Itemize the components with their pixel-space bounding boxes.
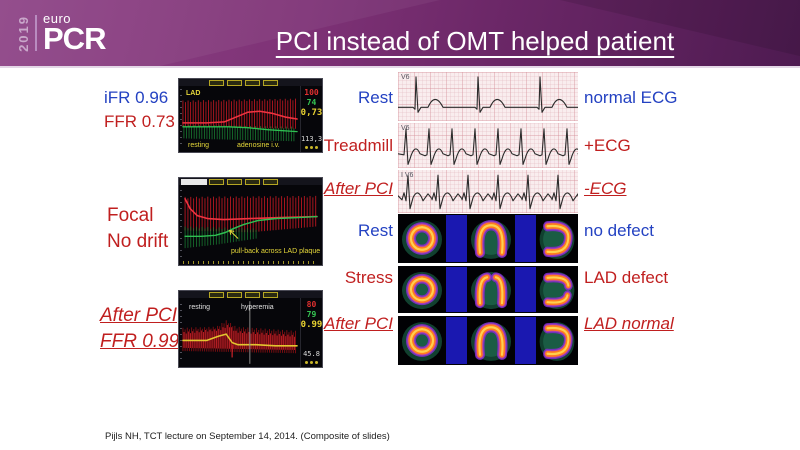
result-label-negative-ecg: -ECG — [584, 179, 627, 198]
spect-vertical-long-axis-image — [468, 317, 514, 364]
pressure-screenshot-pullback: pull-back across LAD plaque — [178, 177, 323, 266]
device-window-tab — [181, 179, 207, 185]
pressure-plot — [179, 185, 322, 259]
pressure-plot — [179, 86, 301, 152]
result-label-normal-ecg: normal ECG — [584, 88, 678, 107]
device-menu-button — [209, 178, 224, 185]
ecg-lead-label: V6 — [401, 125, 410, 132]
plot-tick-row — [183, 261, 318, 264]
spect-separator — [446, 317, 467, 364]
device-menu-button — [227, 291, 242, 298]
spect-separator — [515, 317, 536, 364]
device-menu-bar — [179, 79, 322, 86]
ecg-lead-label: V6 — [401, 74, 410, 81]
pressure-screenshot-post-pci: resting hyperemia 80 79 0.99 45.8 — [178, 290, 323, 368]
device-sidebar: 80 79 0.99 45.8 — [300, 298, 322, 367]
case3-labels: After PCI FFR 0.99 — [100, 303, 179, 355]
device-sidebar: 100 74 0,73 113,3 — [300, 86, 322, 152]
phase-label-hyperemia: hyperemia — [241, 304, 274, 311]
citation-footnote: Pijls NH, TCT lecture on September 14, 2… — [105, 431, 390, 442]
spect-vertical-long-axis-image — [468, 215, 514, 262]
spect-row-stress — [398, 266, 578, 313]
case2-labels: Focal No drift — [107, 203, 168, 255]
ecg-lead-label: I V6 — [401, 172, 414, 179]
no-drift-label: No drift — [107, 231, 169, 252]
plot-y-axis — [180, 301, 182, 359]
device-menu-button — [209, 79, 224, 86]
stage-label-rest-spect: Rest — [358, 221, 393, 240]
case1-labels: iFR 0.96 FFR 0.73 — [104, 86, 175, 134]
device-menu-bar — [179, 291, 322, 298]
spect-separator — [515, 267, 536, 312]
device-menu-button — [263, 79, 278, 86]
ecg-strip-after-pci: I V6 — [398, 170, 578, 213]
device-menu-button — [245, 291, 260, 298]
vessel-label: LAD — [186, 90, 201, 97]
phase-label-resting: resting — [188, 142, 210, 149]
logo-text: euro PCR — [43, 11, 106, 56]
device-menu-button — [245, 178, 260, 185]
logo-separator — [35, 15, 37, 51]
device-tool-icons — [305, 146, 318, 149]
plot-y-axis — [180, 188, 182, 257]
pd-value: 74 — [306, 98, 317, 107]
plot-y-axis — [180, 89, 182, 144]
ffr-value-label: FFR 0.73 — [104, 112, 175, 131]
spect-separator — [446, 267, 467, 312]
stage-label-stress: Stress — [344, 268, 393, 287]
spect-horizontal-long-axis-image — [537, 317, 577, 364]
ecg-strip-treadmill: V6 — [398, 123, 578, 168]
spect-separator — [515, 215, 536, 262]
after-pci-label: After PCI — [100, 305, 178, 326]
ffr-post-label: FFR 0.99 — [100, 331, 180, 352]
spect-short-axis-image — [399, 317, 445, 364]
spect-short-axis-image — [399, 215, 445, 262]
ifr-value-label: iFR 0.96 — [104, 88, 169, 107]
device-tool-icons — [305, 361, 318, 364]
pa-value: 100 — [304, 88, 319, 97]
ratio-value: 0.99 — [300, 320, 323, 330]
spect-vertical-long-axis-image — [468, 267, 514, 312]
spect-row-after-pci — [398, 316, 578, 365]
stage-label-after-pci-ecg: After PCI — [324, 179, 393, 198]
device-menu-button — [245, 79, 260, 86]
spect-horizontal-long-axis-image — [537, 267, 577, 312]
phase-label-resting: resting — [189, 304, 211, 311]
device-menu-bar — [179, 178, 322, 185]
logo-year: 2019 — [16, 14, 31, 52]
stage-label-after-pci-spect: After PCI — [324, 314, 393, 333]
device-menu-button — [227, 79, 242, 86]
logo-pcr: PCR — [43, 21, 106, 56]
pressure-plot — [179, 298, 301, 367]
result-label-lad-normal: LAD normal — [584, 314, 674, 333]
pd-value: 79 — [306, 310, 317, 319]
spect-short-axis-image — [399, 267, 445, 312]
stage-label-treadmill: Treadmill — [323, 136, 393, 155]
device-menu-button — [227, 178, 242, 185]
ecg-strip-rest: V6 — [398, 72, 578, 121]
pullback-annotation: pull-back across LAD plaque — [231, 248, 321, 255]
stage-label-rest-ecg: Rest — [358, 88, 393, 107]
spect-horizontal-long-axis-image — [537, 215, 577, 262]
extra-value: 45.8 — [303, 350, 320, 358]
device-menu-button — [263, 178, 278, 185]
header-band: 2019 euro PCR PCI instead of OMT helped … — [0, 0, 800, 68]
spect-separator — [446, 215, 467, 262]
spect-row-rest — [398, 214, 578, 263]
result-label-lad-defect: LAD defect — [584, 268, 669, 287]
extra-value: 113,3 — [300, 135, 323, 143]
focal-label: Focal — [107, 205, 154, 226]
phase-label-adenosine: adenosine i.v. — [237, 142, 280, 149]
pressure-screenshot-resting-adenosine: LAD resting adenosine i.v. 100 74 0,73 1… — [178, 78, 323, 153]
slide-title: PCI instead of OMT helped patient — [275, 26, 675, 56]
device-menu-button — [209, 291, 224, 298]
device-menu-button — [263, 291, 278, 298]
result-label-no-defect: no defect — [584, 221, 654, 240]
result-label-positive-ecg: +ECG — [584, 136, 631, 155]
europcr-logo: 2019 euro PCR — [16, 8, 106, 58]
pa-value: 80 — [306, 300, 317, 309]
ratio-value: 0,73 — [300, 108, 323, 118]
logo-euro: euro — [43, 11, 72, 26]
